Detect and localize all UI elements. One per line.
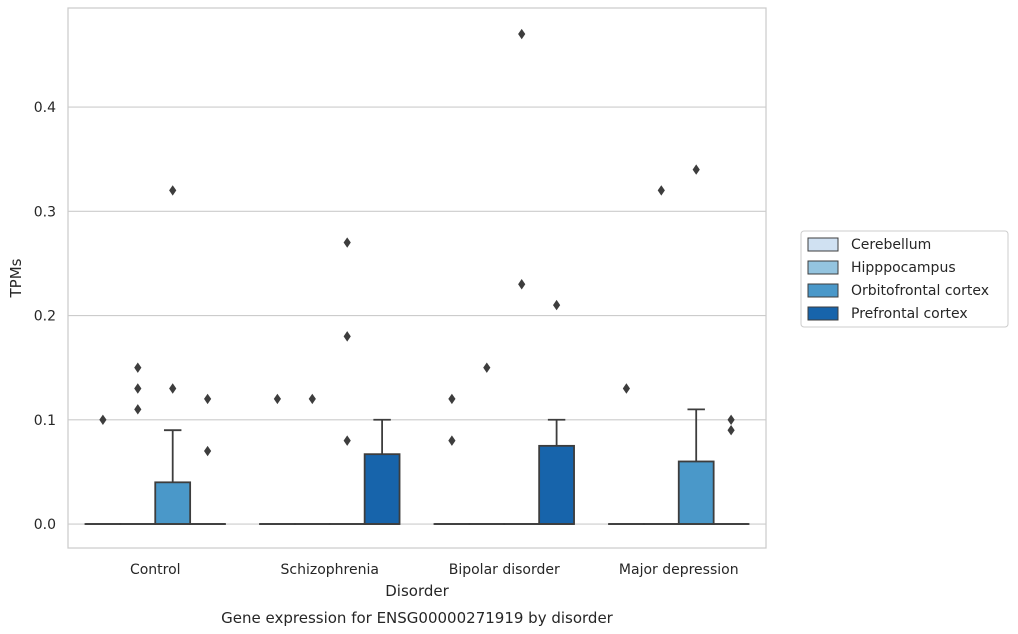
legend-label: Orbitofrontal cortex (851, 283, 989, 299)
chart-caption: Gene expression for ENSG00000271919 by d… (221, 609, 614, 627)
x-tick-label: Schizophrenia (281, 562, 379, 578)
outlier-point (169, 383, 177, 394)
outlier-point (134, 404, 142, 415)
y-tick-label: 0.2 (34, 309, 56, 325)
y-tick-label: 0.4 (34, 100, 56, 116)
box-body (154, 481, 192, 525)
box-prefrontal-cortex (189, 393, 226, 525)
y-tick-label: 0.0 (34, 517, 56, 533)
legend-frame (800, 230, 1009, 328)
legend: Cerebellum Hipppocampus Orbitofrontal cort… (800, 230, 1009, 328)
outlier-point (448, 435, 456, 446)
box-prefrontal-cortex (538, 299, 575, 525)
x-tick-label: Major depression (619, 562, 739, 578)
x-tick-label: Bipolar disorder (449, 562, 560, 578)
box-body (363, 453, 401, 525)
x-axis-ticks: Control Schizophrenia Bipolar disorder Majo… (130, 562, 739, 578)
outlier-point (343, 435, 351, 446)
outlier-point (308, 393, 316, 405)
legend-label: Cerebellum (851, 237, 931, 253)
box-prefrontal-cortex (712, 414, 750, 525)
legend-swatch (807, 260, 839, 275)
outlier-point (518, 279, 526, 290)
legend-swatch (807, 306, 839, 321)
x-axis-label: Disorder (385, 582, 449, 600)
box-orbitofrontal-cortex (154, 185, 192, 525)
legend-label: Prefrontal cortex (851, 306, 968, 322)
legend-label: Hipppocampus (851, 260, 956, 276)
outlier-point (343, 237, 351, 248)
legend-swatch (807, 283, 839, 298)
box-body (677, 460, 715, 525)
outlier-point (518, 28, 526, 40)
legend-swatch (807, 237, 839, 252)
outlier-point (448, 393, 456, 405)
box-prefrontal-cortex (363, 418, 401, 525)
outlier-point (204, 393, 212, 405)
outlier-point (727, 414, 735, 425)
outlier-point (727, 425, 735, 436)
y-tick-label: 0.3 (34, 204, 56, 220)
y-tick-label: 0.1 (34, 413, 56, 429)
outlier-point (692, 164, 700, 175)
outlier-point (483, 362, 491, 373)
outlier-point (622, 383, 630, 394)
outlier-point (553, 299, 561, 311)
outlier-point (204, 445, 212, 457)
outlier-point (134, 362, 142, 373)
y-axis-label: TPMs (7, 258, 25, 298)
outlier-point (134, 383, 142, 394)
box-orbitofrontal-cortex (328, 237, 366, 525)
outlier-point (343, 331, 351, 342)
box-orbitofrontal-cortex (677, 164, 715, 525)
box-groups (84, 28, 750, 525)
outlier-point (99, 414, 107, 425)
outlier-point (657, 185, 665, 196)
y-axis-ticks: 0.0 0.1 0.2 0.3 0.4 (34, 100, 56, 533)
plot-area-frame (67, 7, 767, 549)
x-tick-label: Control (130, 562, 181, 578)
outlier-point (273, 393, 281, 405)
box-body (538, 444, 575, 525)
outlier-point (169, 185, 177, 196)
